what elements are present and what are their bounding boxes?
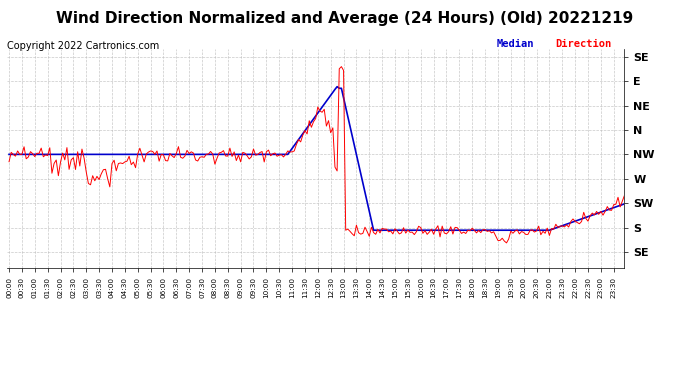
Text: Copyright 2022 Cartronics.com: Copyright 2022 Cartronics.com: [7, 41, 159, 51]
Text: Median: Median: [497, 39, 534, 50]
Text: Direction: Direction: [555, 39, 612, 50]
Text: Wind Direction Normalized and Average (24 Hours) (Old) 20221219: Wind Direction Normalized and Average (2…: [57, 11, 633, 26]
